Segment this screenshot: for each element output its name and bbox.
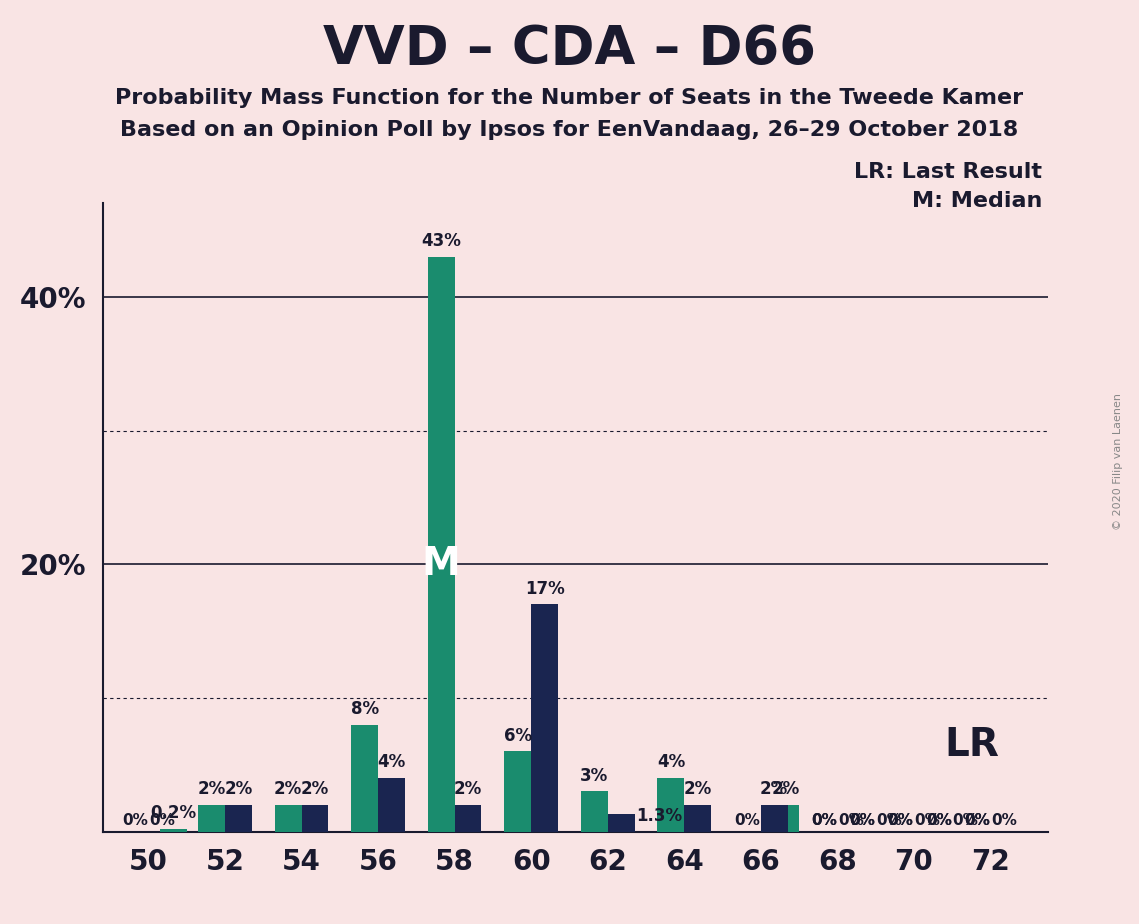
Text: 0%: 0% xyxy=(887,812,913,828)
Text: 0%: 0% xyxy=(850,812,875,828)
Text: 17%: 17% xyxy=(525,579,565,598)
Bar xyxy=(772,805,800,832)
Text: 0%: 0% xyxy=(122,812,148,828)
Text: 0.2%: 0.2% xyxy=(150,804,196,822)
Bar xyxy=(378,778,404,832)
Text: 0%: 0% xyxy=(149,812,174,828)
Text: 2%: 2% xyxy=(771,780,800,798)
Bar xyxy=(302,805,328,832)
Text: 0%: 0% xyxy=(876,812,902,828)
Text: 2%: 2% xyxy=(760,780,788,798)
Bar xyxy=(198,805,226,832)
Text: 0%: 0% xyxy=(735,812,761,828)
Text: 0%: 0% xyxy=(964,812,990,828)
Text: 0%: 0% xyxy=(926,812,952,828)
Text: Based on an Opinion Poll by Ipsos for EenVandaag, 26–29 October 2018: Based on an Opinion Poll by Ipsos for Ee… xyxy=(121,120,1018,140)
Text: M: M xyxy=(421,545,460,583)
Bar xyxy=(351,724,378,832)
Text: 4%: 4% xyxy=(377,753,405,772)
Text: Probability Mass Function for the Number of Seats in the Tweede Kamer: Probability Mass Function for the Number… xyxy=(115,88,1024,108)
Text: 3%: 3% xyxy=(580,767,608,784)
Bar xyxy=(226,805,252,832)
Bar xyxy=(454,805,482,832)
Text: 0%: 0% xyxy=(991,812,1017,828)
Text: 8%: 8% xyxy=(351,700,379,718)
Text: 1.3%: 1.3% xyxy=(637,807,682,825)
Text: 0%: 0% xyxy=(811,812,837,828)
Bar xyxy=(761,805,787,832)
Text: 6%: 6% xyxy=(503,726,532,745)
Text: 2%: 2% xyxy=(274,780,302,798)
Text: VVD – CDA – D66: VVD – CDA – D66 xyxy=(323,23,816,75)
Text: © 2020 Filip van Laenen: © 2020 Filip van Laenen xyxy=(1114,394,1123,530)
Bar xyxy=(428,257,454,832)
Bar xyxy=(274,805,302,832)
Text: LR: LR xyxy=(944,725,999,764)
Text: M: Median: M: Median xyxy=(912,191,1042,212)
Text: 4%: 4% xyxy=(657,753,685,772)
Text: 0%: 0% xyxy=(838,812,863,828)
Text: 0%: 0% xyxy=(915,812,941,828)
Bar xyxy=(685,805,711,832)
Bar xyxy=(581,792,608,832)
Text: 0%: 0% xyxy=(964,812,990,828)
Text: 2%: 2% xyxy=(454,780,482,798)
Text: LR: Last Result: LR: Last Result xyxy=(854,162,1042,182)
Bar xyxy=(657,778,685,832)
Text: 0%: 0% xyxy=(887,812,913,828)
Text: 2%: 2% xyxy=(197,780,226,798)
Text: 0%: 0% xyxy=(811,812,837,828)
Text: 2%: 2% xyxy=(683,780,712,798)
Text: 43%: 43% xyxy=(421,232,461,250)
Text: 2%: 2% xyxy=(224,780,253,798)
Bar xyxy=(159,829,187,832)
Text: 0%: 0% xyxy=(926,812,952,828)
Bar xyxy=(531,604,558,832)
Bar xyxy=(608,814,634,832)
Bar xyxy=(505,751,531,832)
Text: 0%: 0% xyxy=(952,812,978,828)
Text: 0%: 0% xyxy=(850,812,875,828)
Text: 2%: 2% xyxy=(301,780,329,798)
